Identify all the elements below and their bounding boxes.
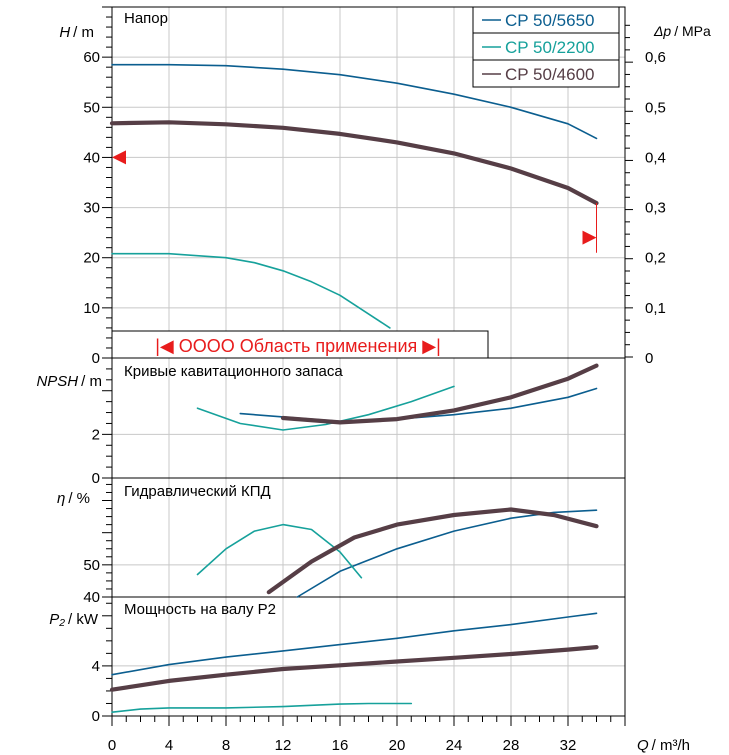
head-y-tick-label: 20 [83, 250, 100, 267]
x-axis-label: Q / m³/h [637, 737, 690, 754]
range-left-arrow: |◀ [155, 336, 179, 356]
npsh-y-tick-label: 0 [92, 470, 100, 487]
range-right-arrow: ▶| [417, 336, 441, 356]
npsh-y-tick-label: 2 [92, 426, 100, 443]
pressure-y-tick-label: 0 [645, 350, 653, 367]
head-series-cp-50-2200 [111, 252, 391, 329]
power-y-var: P₂ [49, 611, 65, 628]
x-tick-label: 12 [275, 737, 292, 754]
pressure-y-tick-label: 0,3 [645, 200, 666, 217]
x-axis-unit: / m³/h [652, 737, 690, 754]
power-series-cp-50-2200 [111, 702, 413, 713]
pressure-y-tick-label: 0,1 [645, 300, 666, 317]
npsh-y-axis-label: NPSH / m [36, 373, 102, 390]
npsh-y-var: NPSH [36, 373, 78, 390]
head-y-axis-label: H / m [59, 24, 94, 41]
power-y-unit: / kW [68, 611, 99, 628]
efficiency-y-tick-label: 40 [83, 589, 100, 606]
head-y-tick-label: 50 [83, 99, 100, 116]
head-y-unit: / m [73, 24, 94, 41]
legend-label: CP 50/2200 [505, 38, 594, 57]
pressure-y-unit: / MPa [674, 23, 711, 39]
application-range-box [111, 330, 489, 359]
head-panel-title: Напор [124, 10, 168, 27]
head-y-var: H [59, 24, 70, 41]
range-label-text: OOOO Область применения [179, 336, 418, 356]
x-axis-var: Q [637, 737, 649, 754]
pressure-y-tick-label: 0,5 [645, 99, 666, 116]
npsh-series-cp-50-4600 [280, 363, 599, 425]
power-series-cp-50-5650 [111, 612, 598, 676]
power-panel-title: Мощность на валу P2 [124, 601, 276, 618]
efficiency-panel-title: Гидравлический КПД [124, 483, 271, 500]
pressure-y-tick-label: 0,4 [645, 149, 666, 166]
head-y-tick-label: 30 [83, 200, 100, 217]
x-tick-label: 28 [503, 737, 520, 754]
x-tick-label: 16 [332, 737, 349, 754]
legend-item-cp-50-4600: CP 50/4600 [482, 65, 594, 84]
power-series-cp-50-4600 [109, 645, 599, 692]
efficiency-y-var: η [57, 490, 65, 507]
frame-layer: 01020304050600240500400,10,20,30,40,50,6… [83, 6, 666, 754]
x-tick-label: 24 [446, 737, 463, 754]
head-series-cp-50-4600 [109, 120, 599, 206]
x-tick-label: 4 [165, 737, 173, 754]
efficiency-series-cp-50-5650 [296, 509, 598, 598]
legend: CP 50/5650 CP 50/2200 CP 50/4600 [472, 6, 620, 88]
head-y-tick-label: 0 [92, 350, 100, 367]
legend-label: CP 50/4600 [505, 65, 594, 84]
range-start-marker-icon [112, 150, 126, 165]
power-y-tick-label: 0 [92, 708, 100, 725]
pressure-y-var: Δp [653, 23, 671, 39]
efficiency-y-tick-label: 50 [83, 557, 100, 574]
npsh-panel-title: Кривые кавитационного запаса [124, 363, 343, 380]
head-y-tick-label: 60 [83, 49, 100, 66]
head-y-tick-label: 10 [83, 300, 100, 317]
pressure-y-axis-label: Δp / MPa [653, 23, 711, 39]
legend-item-cp-50-2200: CP 50/2200 [482, 38, 594, 57]
efficiency-series-cp-50-2200 [196, 523, 363, 579]
efficiency-series-cp-50-4600 [266, 507, 599, 595]
x-tick-label: 32 [560, 737, 577, 754]
efficiency-y-unit: / % [68, 490, 90, 507]
x-tick-label: 8 [222, 737, 230, 754]
range-end-marker-icon [582, 230, 597, 245]
legend-label: CP 50/5650 [505, 11, 594, 30]
x-tick-label: 20 [389, 737, 406, 754]
head-series-cp-50-5650 [111, 63, 598, 140]
pressure-y-tick-label: 0,2 [645, 250, 666, 267]
annotation-layer [112, 150, 597, 253]
pressure-y-tick-label: 0,6 [645, 49, 666, 66]
efficiency-y-axis-label: η / % [57, 490, 90, 507]
legend-item-cp-50-5650: CP 50/5650 [482, 11, 594, 30]
application-range-label: |◀ OOOO Область применения ▶| [155, 336, 441, 356]
power-y-axis-label: P₂ / kW [49, 611, 99, 628]
head-y-tick-label: 40 [83, 149, 100, 166]
x-tick-label: 0 [108, 737, 116, 754]
series-layer [109, 63, 599, 713]
power-y-tick-label: 4 [92, 658, 100, 675]
npsh-y-unit: / m [81, 373, 102, 390]
npsh-series-cp-50-2200 [196, 385, 455, 431]
